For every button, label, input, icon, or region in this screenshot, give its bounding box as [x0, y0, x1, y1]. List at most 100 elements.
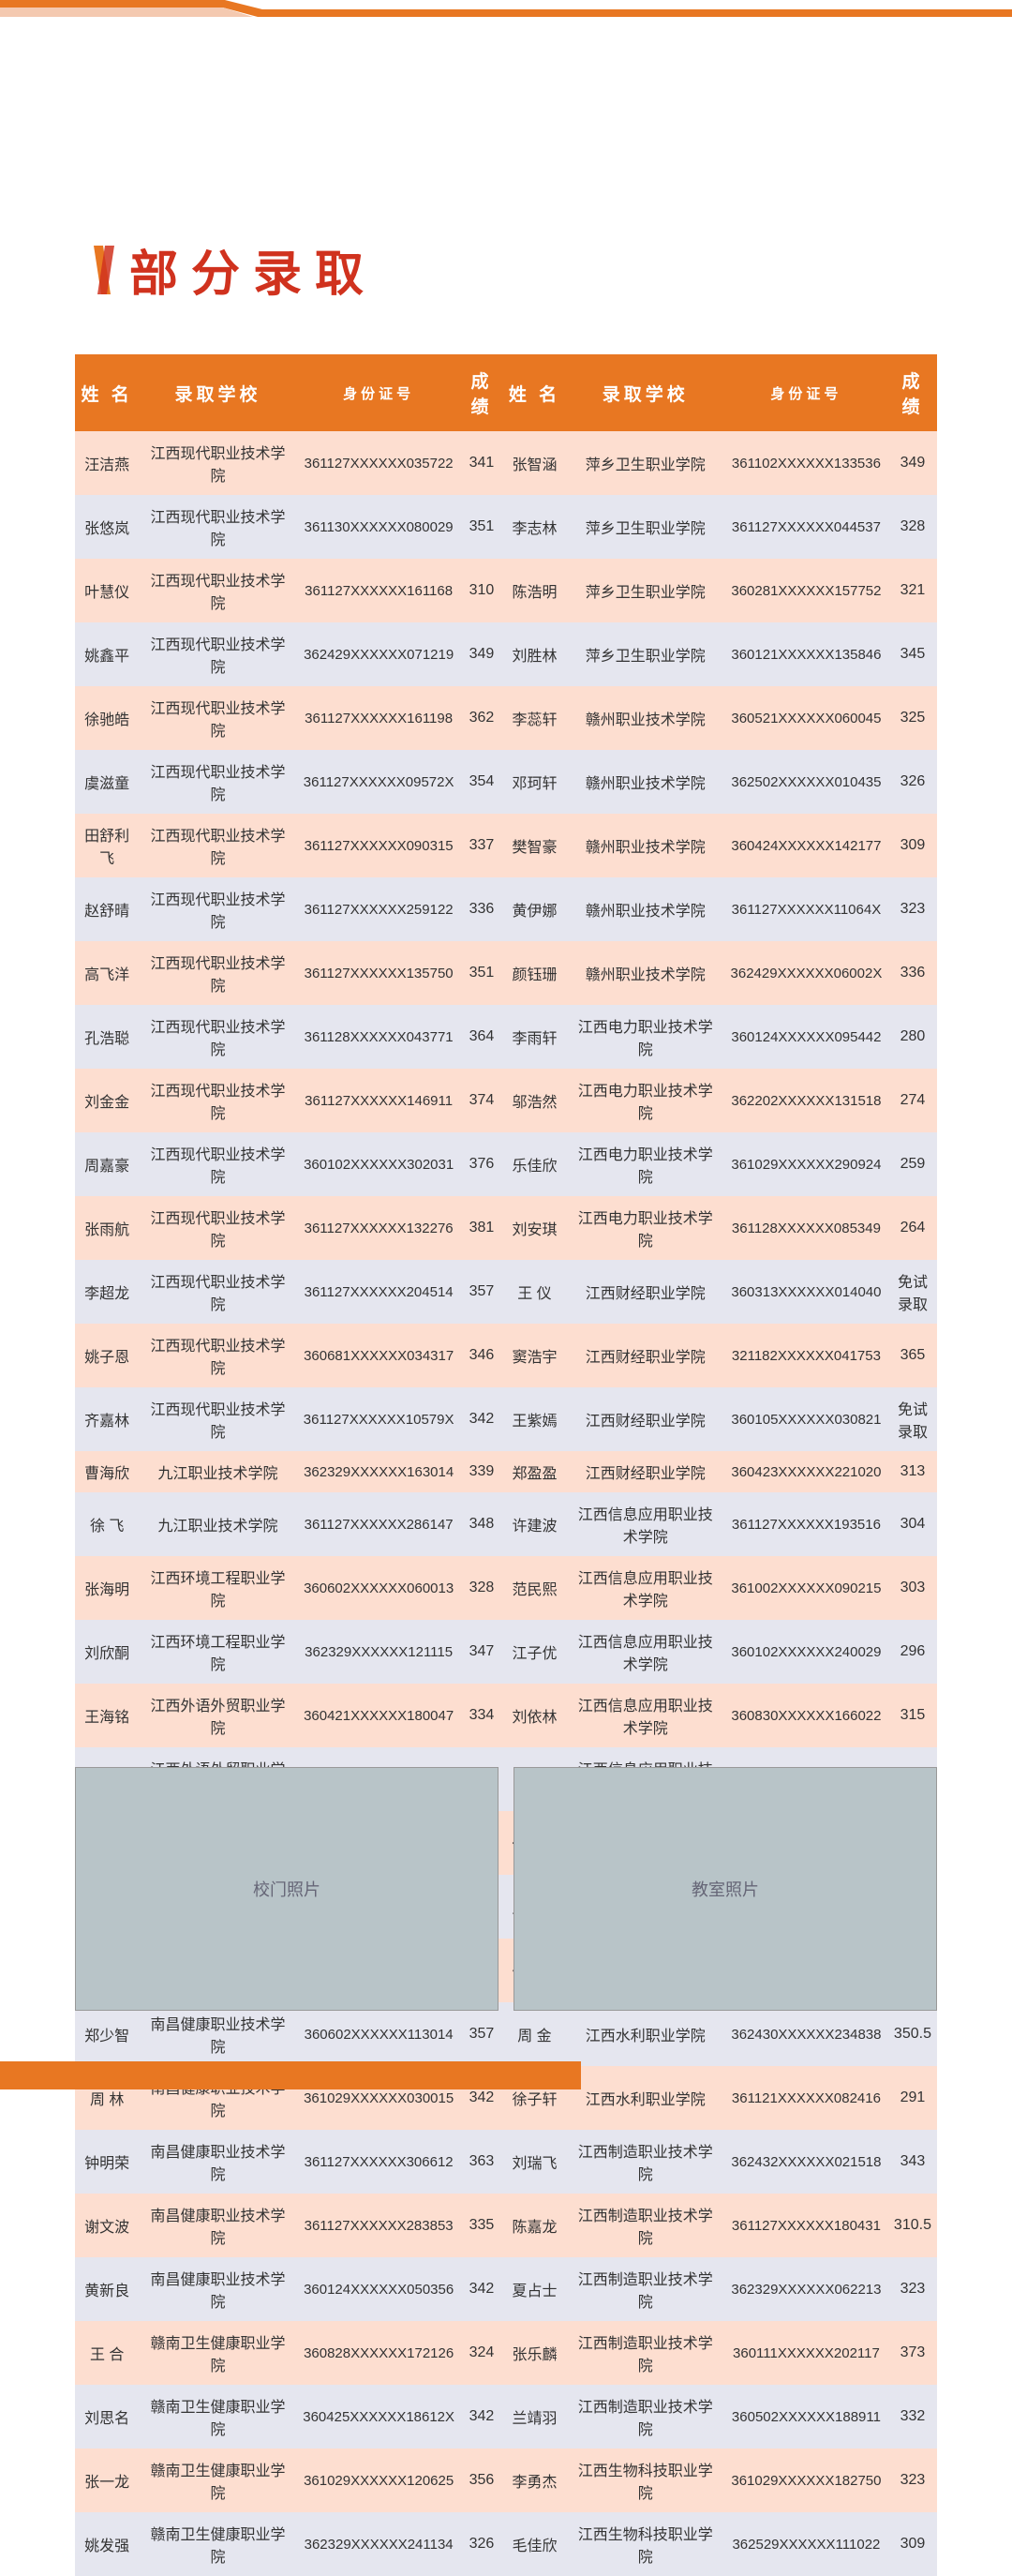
cell: 江西制造职业技术学院	[567, 2130, 724, 2194]
table-row: 徐 飞九江职业技术学院361127XXXXXX286147348许建波江西信息应…	[75, 1492, 937, 1556]
cell: 362529XXXXXX111022	[724, 2512, 888, 2576]
cell: 南昌健康职业技术学院	[139, 2002, 296, 2066]
cell: 332	[888, 2385, 937, 2449]
cell: 钟明荣	[75, 2130, 139, 2194]
cell: 309	[888, 814, 937, 877]
cell: 374	[461, 1069, 503, 1132]
cell: 江西水利职业学院	[567, 2002, 724, 2066]
cell: 赣南卫生健康职业学院	[139, 2385, 296, 2449]
cell: 325	[888, 686, 937, 750]
admission-table-wrap: 姓 名 录取学校 身份证号 成绩 姓 名 录取学校 身份证号 成绩 汪洁燕江西现…	[75, 354, 937, 2576]
cell: 江西现代职业技术学院	[139, 1132, 296, 1196]
cell: 349	[888, 431, 937, 495]
cell: 315	[888, 1684, 937, 1747]
table-row: 姚鑫平江西现代职业技术学院362429XXXXXX071219349刘胜林萍乡卫…	[75, 622, 937, 686]
cell: 萍乡卫生职业学院	[567, 622, 724, 686]
cell: 362429XXXXXX071219	[297, 622, 461, 686]
cell: 郑盈盈	[502, 1451, 566, 1492]
cell: 江西制造职业技术学院	[567, 2321, 724, 2385]
table-row: 孔浩聪江西现代职业技术学院361128XXXXXX043771364李雨轩江西电…	[75, 1005, 937, 1069]
cell: 360502XXXXXX188911	[724, 2385, 888, 2449]
cell: 309	[888, 2512, 937, 2576]
cell: 361128XXXXXX043771	[297, 1005, 461, 1069]
cell: 313	[888, 1451, 937, 1492]
cell: 361127XXXXXX132276	[297, 1196, 461, 1260]
cell: 328	[461, 1556, 503, 1620]
cell: 361127XXXXXX035722	[297, 431, 461, 495]
cell: 南昌健康职业技术学院	[139, 2257, 296, 2321]
cell: 321182XXXXXX041753	[724, 1324, 888, 1387]
cell: 江西电力职业技术学院	[567, 1196, 724, 1260]
cell: 陈嘉龙	[502, 2194, 566, 2257]
cell: 360602XXXXXX060013	[297, 1556, 461, 1620]
cell: 陈浩明	[502, 559, 566, 622]
table-row: 田舒利飞江西现代职业技术学院361127XXXXXX090315337樊智豪赣州…	[75, 814, 937, 877]
cell: 361029XXXXXX182750	[724, 2449, 888, 2512]
cell: 360281XXXXXX157752	[724, 559, 888, 622]
cell: 336	[461, 877, 503, 941]
cell: 王紫嫣	[502, 1387, 566, 1451]
cell: 365	[888, 1324, 937, 1387]
cell: 窦浩宇	[502, 1324, 566, 1387]
cell: 赣南卫生健康职业学院	[139, 2449, 296, 2512]
cell: 348	[461, 1492, 503, 1556]
th-name-1: 姓 名	[75, 354, 139, 431]
cell: 291	[888, 2066, 937, 2130]
cell: 李蕊轩	[502, 686, 566, 750]
page-title: 部分录取	[94, 234, 377, 305]
cell: 刘金金	[75, 1069, 139, 1132]
cell: 江西现代职业技术学院	[139, 686, 296, 750]
cell: 361102XXXXXX133536	[724, 431, 888, 495]
table-row: 张一龙赣南卫生健康职业学院361029XXXXXX120625356李勇杰江西生…	[75, 2449, 937, 2512]
table-row: 谢文波南昌健康职业技术学院361127XXXXXX283853335陈嘉龙江西制…	[75, 2194, 937, 2257]
photo-campus-gate: 校门照片	[75, 1767, 499, 2011]
cell: 张雨航	[75, 1196, 139, 1260]
th-id-1: 身份证号	[297, 354, 461, 431]
cell: 362432XXXXXX021518	[724, 2130, 888, 2194]
cell: 361127XXXXXX161198	[297, 686, 461, 750]
cell: 360111XXXXXX202117	[724, 2321, 888, 2385]
cell: 259	[888, 1132, 937, 1196]
cell: 360423XXXXXX221020	[724, 1451, 888, 1492]
cell: 江子优	[502, 1620, 566, 1684]
cell: 刘瑞飞	[502, 2130, 566, 2194]
cell: 赣州职业技术学院	[567, 941, 724, 1005]
cell: 颜钰珊	[502, 941, 566, 1005]
cell: 360521XXXXXX060045	[724, 686, 888, 750]
cell: 赣南卫生健康职业学院	[139, 2512, 296, 2576]
cell: 张一龙	[75, 2449, 139, 2512]
cell: 张乐麟	[502, 2321, 566, 2385]
table-row: 张雨航江西现代职业技术学院361127XXXXXX132276381刘安琪江西电…	[75, 1196, 937, 1260]
cell: 江西制造职业技术学院	[567, 2257, 724, 2321]
cell: 高飞洋	[75, 941, 139, 1005]
cell: 汪洁燕	[75, 431, 139, 495]
cell: 江西现代职业技术学院	[139, 1196, 296, 1260]
cell: 江西信息应用职业技术学院	[567, 1620, 724, 1684]
cell: 李雨轩	[502, 1005, 566, 1069]
cell: 江西现代职业技术学院	[139, 1069, 296, 1132]
cell: 310.5	[888, 2194, 937, 2257]
th-score-2: 成绩	[888, 354, 937, 431]
cell: 江西制造职业技术学院	[567, 2194, 724, 2257]
cell: 江西财经职业学院	[567, 1260, 724, 1324]
table-row: 王海铭江西外语外贸职业学院360421XXXXXX180047334刘依林江西信…	[75, 1684, 937, 1747]
cell: 郑少智	[75, 2002, 139, 2066]
cell: 360424XXXXXX142177	[724, 814, 888, 877]
th-name-2: 姓 名	[502, 354, 566, 431]
cell: 360681XXXXXX034317	[297, 1324, 461, 1387]
cell: 303	[888, 1556, 937, 1620]
cell: 361130XXXXXX080029	[297, 495, 461, 559]
cell: 张智涵	[502, 431, 566, 495]
cell: 361029XXXXXX120625	[297, 2449, 461, 2512]
cell: 刘欣酮	[75, 1620, 139, 1684]
cell: 赣州职业技术学院	[567, 877, 724, 941]
cell: 江西现代职业技术学院	[139, 559, 296, 622]
cell: 274	[888, 1069, 937, 1132]
th-school-1: 录取学校	[139, 354, 296, 431]
cell: 谢文波	[75, 2194, 139, 2257]
cell: 江西电力职业技术学院	[567, 1132, 724, 1196]
cell: 360102XXXXXX302031	[297, 1132, 461, 1196]
cell: 江西现代职业技术学院	[139, 1005, 296, 1069]
cell: 江西现代职业技术学院	[139, 495, 296, 559]
cell: 李勇杰	[502, 2449, 566, 2512]
